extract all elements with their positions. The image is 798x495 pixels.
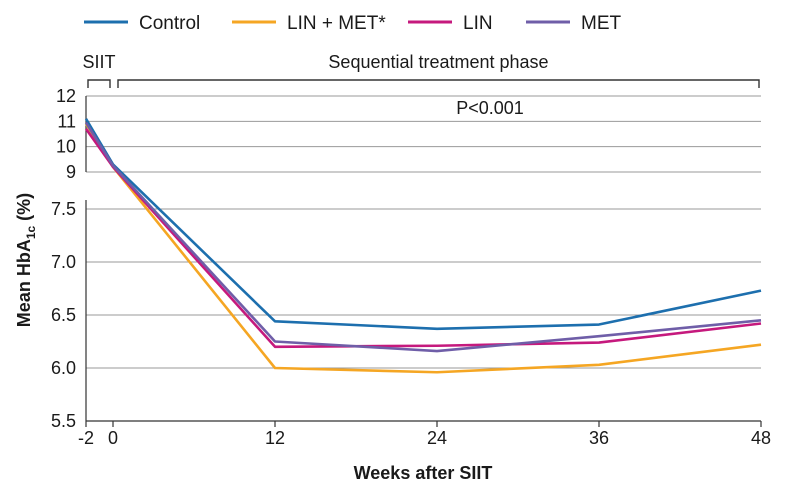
series-line-control bbox=[84, 118, 762, 331]
phase-bracket bbox=[117, 79, 760, 88]
x-tick-label: -2 bbox=[78, 428, 94, 448]
x-axis-title: Weeks after SIIT bbox=[354, 463, 493, 483]
y-tick-label: 5.5 bbox=[51, 411, 76, 431]
phase-label: Sequential treatment phase bbox=[328, 52, 548, 72]
phase-label: SIIT bbox=[82, 52, 115, 72]
y-axis-title-subscript: 1c bbox=[24, 225, 38, 239]
legend-label: MET bbox=[581, 13, 622, 34]
legend-label: LIN bbox=[463, 13, 493, 34]
series-line-met bbox=[84, 121, 762, 353]
y-axis-title: Mean HbA1c (%) bbox=[14, 193, 38, 327]
phase-brackets: SIIT Sequential treatment phase bbox=[82, 52, 760, 88]
y-tick-label: 6.0 bbox=[51, 358, 76, 378]
series-lines bbox=[84, 118, 762, 374]
x-tick-label: 0 bbox=[108, 428, 118, 448]
y-tick-label: 11 bbox=[57, 111, 76, 131]
legend: Control LIN + MET* LIN MET bbox=[84, 13, 622, 34]
x-tick-label: 12 bbox=[265, 428, 285, 448]
x-tick-label: 48 bbox=[751, 428, 771, 448]
y-tick-label: 9 bbox=[66, 162, 76, 182]
y-tick-label: 10 bbox=[56, 137, 76, 157]
x-tick-label: 24 bbox=[427, 428, 447, 448]
y-axis-title-unit: (%) bbox=[14, 193, 34, 221]
axes: 12 11 10 9 7.5 7.0 6.5 6.0 5.5-2 0 12 24 36 48 bbox=[51, 86, 771, 448]
phase-bracket bbox=[87, 79, 111, 88]
legend-label: Control bbox=[139, 13, 200, 34]
y-tick-label: 7.5 bbox=[51, 199, 76, 219]
y-tick-label: 12 bbox=[56, 86, 76, 106]
y-tick-label: 7.0 bbox=[51, 252, 76, 272]
axis-break-gap bbox=[210, 176, 260, 196]
x-tick-label: 36 bbox=[589, 428, 609, 448]
legend-label: LIN + MET* bbox=[287, 13, 386, 34]
axis-labels: P<0.001 Weeks after SIIT Mean HbA1c (%) bbox=[14, 98, 524, 483]
y-axis-title-main: Mean HbA bbox=[14, 239, 34, 327]
p-value-annotation: P<0.001 bbox=[456, 98, 524, 118]
y-tick-label: 6.5 bbox=[51, 305, 76, 325]
